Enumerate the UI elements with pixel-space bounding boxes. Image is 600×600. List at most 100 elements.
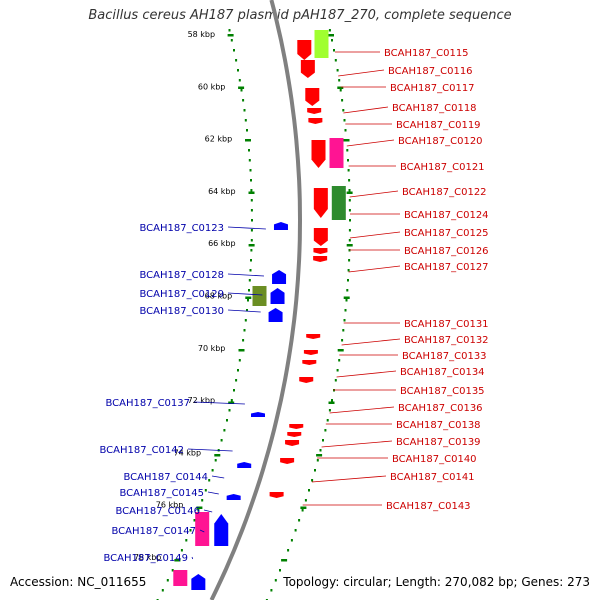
tick-dot — [230, 399, 233, 402]
gene-label: BCAH187_C0131 — [404, 319, 489, 330]
tick-dot — [220, 439, 223, 442]
tick-dot — [249, 269, 252, 272]
tick-dot — [304, 499, 307, 502]
tick-dot — [348, 179, 351, 182]
gene-label: BCAH187_C0118 — [392, 103, 477, 114]
reverse-gene-arrow — [191, 574, 206, 590]
leader-line — [349, 190, 399, 198]
tick-dot — [166, 579, 169, 582]
forward-feature-box — [314, 30, 329, 58]
tick-dot — [237, 69, 239, 72]
tick-dot — [347, 159, 349, 162]
tick-dot — [308, 489, 310, 492]
forward-gene-arrow — [313, 228, 328, 246]
forward-feature-box — [329, 138, 344, 168]
gene-label: BCAH187_C0122 — [402, 187, 487, 198]
forward-gene-arrow — [285, 440, 300, 446]
tick-dot — [246, 309, 248, 312]
leader-line — [346, 139, 395, 147]
forward-gene-arrow — [313, 188, 328, 218]
reverse-gene-arrow — [251, 412, 266, 417]
leader-line — [199, 529, 205, 533]
gene-label: BCAH187_C0149 — [103, 553, 188, 564]
forward-gene-arrow — [289, 424, 304, 429]
reverse-feature-box — [173, 570, 188, 586]
gene-label: BCAH187_C0139 — [396, 437, 481, 448]
leader-line — [211, 475, 225, 479]
gene-label: BCAH187_C0115 — [384, 48, 469, 59]
tick-dot — [161, 589, 164, 592]
tick-dot — [349, 219, 351, 222]
major-tick — [346, 191, 353, 194]
gene-label: BCAH187_C0144 — [123, 472, 208, 483]
tick-dot — [347, 279, 349, 282]
major-tick — [245, 139, 251, 142]
tick-dot — [326, 419, 329, 422]
tick-dot — [250, 209, 253, 212]
reverse-feature-box — [195, 512, 210, 546]
reverse-gene-arrow — [268, 308, 283, 322]
leader-line — [336, 370, 397, 378]
tick-dot — [346, 149, 349, 152]
kbp-label: 62 kbp — [205, 135, 233, 144]
tick-dot — [248, 159, 251, 162]
reverse-gene-arrow — [270, 288, 285, 304]
tick-dot — [331, 39, 333, 42]
tick-dot — [246, 129, 248, 132]
tick-dot — [342, 329, 345, 332]
leader-line — [349, 231, 401, 239]
tick-dot — [333, 49, 335, 52]
tick-dot — [334, 379, 337, 382]
major-tick — [337, 86, 344, 89]
reverse-genes — [173, 222, 288, 590]
major-tick — [196, 506, 203, 509]
gene-label: BCAH187_C0146 — [115, 506, 200, 517]
gene-label: BCAH187_C0129 — [139, 289, 224, 300]
accession-text: Accession: NC_011655 — [10, 575, 147, 589]
tick-dot — [347, 169, 350, 172]
tick-dot — [301, 509, 304, 512]
major-tick — [248, 244, 255, 247]
tick-dot — [233, 49, 235, 52]
forward-gene-arrow — [313, 256, 328, 262]
tick-dot — [316, 459, 319, 462]
kbp-label: 78 kbp — [134, 553, 162, 562]
reverse-gene-arrow — [272, 270, 287, 284]
gene-label: BCAH187_C0128 — [139, 270, 224, 281]
major-tick — [281, 559, 288, 562]
leader-line — [321, 440, 393, 448]
gene-label: BCAH187_C0142 — [99, 445, 184, 456]
tick-dot — [243, 329, 246, 332]
kbp-label: 64 kbp — [208, 187, 236, 196]
major-tick — [343, 296, 350, 299]
forward-gene-arrow — [280, 458, 295, 464]
tick-dot — [250, 189, 253, 192]
topology-summary: Topology: circular; Length: 270,082 bp; … — [283, 575, 590, 589]
gene-label: BCAH187_C0136 — [398, 403, 483, 414]
tick-dot — [214, 459, 217, 462]
forward-gene-arrow — [300, 60, 315, 78]
gene-label: BCAH187_C0137 — [105, 398, 190, 409]
tick-dot — [331, 399, 333, 402]
tick-dot — [201, 499, 204, 502]
major-tick — [238, 349, 245, 352]
kbp-label: 76 kbp — [156, 501, 184, 510]
tick-dot — [251, 219, 253, 222]
tick-dot — [342, 109, 345, 112]
forward-gene-arrow — [303, 350, 318, 355]
kbp-label: 66 kbp — [208, 239, 236, 248]
tick-dot — [344, 309, 347, 312]
major-tick — [174, 559, 181, 562]
tick-dot — [250, 249, 253, 252]
kbp-label: 72 kbp — [188, 396, 216, 405]
tick-dot — [242, 339, 245, 342]
tick-dot — [274, 579, 277, 582]
leader-line — [311, 475, 387, 483]
leader-line — [227, 292, 263, 296]
leader-line — [227, 226, 266, 230]
forward-gene-arrow — [306, 334, 321, 339]
tick-dot — [197, 509, 200, 512]
reverse-gene-labels: BCAH187_C0123 BCAH187_C0128 BCAH187_C0129 B… — [99, 223, 266, 564]
leader-line — [348, 265, 401, 273]
tick-dot — [228, 409, 231, 412]
